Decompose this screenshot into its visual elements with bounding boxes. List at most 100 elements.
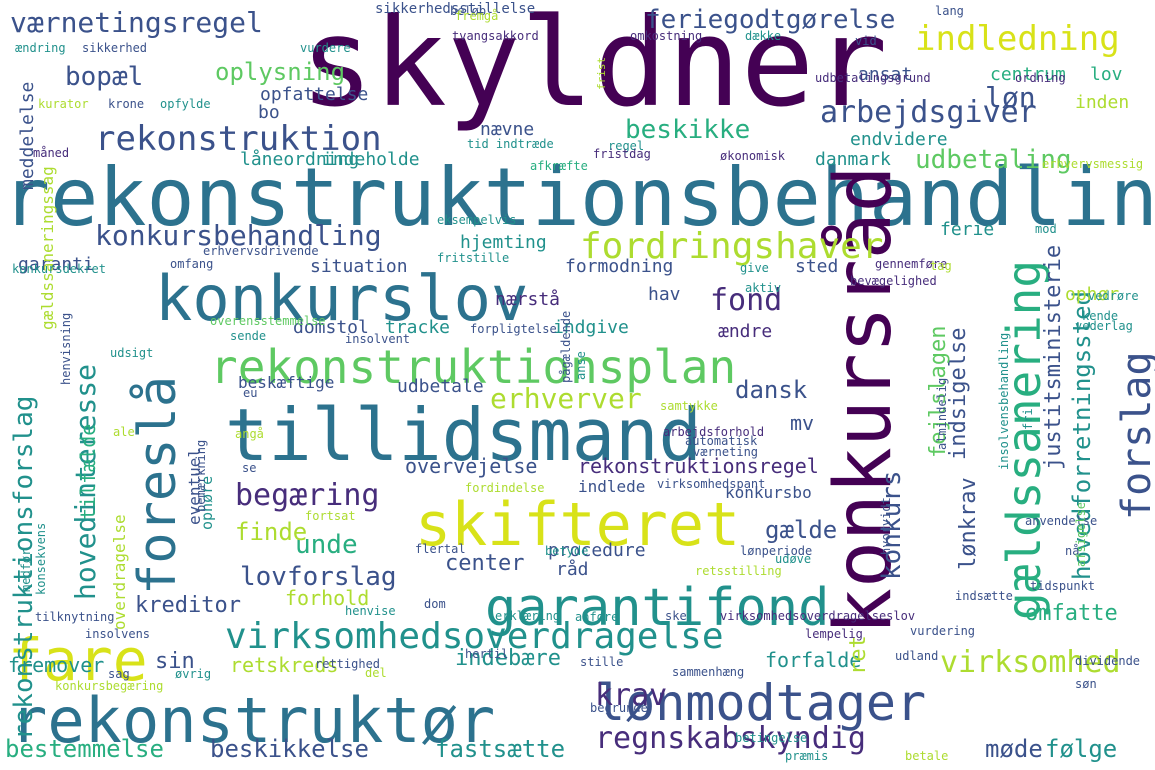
word-garanti: garanti <box>18 254 94 275</box>
word-rekonstruktoer: rekonstruktør <box>10 684 495 757</box>
word-ophoere: ophøre <box>198 476 216 530</box>
word-tidspunkt: tidspunkt <box>1030 579 1095 593</box>
word-naevne: nævne <box>480 119 534 140</box>
word-retskreds: retskreds <box>230 653 338 677</box>
word-hjemting: hjemting <box>460 232 547 253</box>
word-fond: fond <box>710 283 782 318</box>
word-overvejelse: overvejelse <box>405 454 537 478</box>
word-afkraefte: afkræfte <box>530 159 588 173</box>
word-oplysning: oplysning <box>215 58 345 86</box>
word-fastsaette: fastsætte <box>435 735 565 763</box>
word-oevrig: øvrig <box>175 667 211 681</box>
word-vid: vid <box>855 34 877 48</box>
word-overensstemmelse: overensstemmelse <box>210 314 326 328</box>
word-rekonstruktionsbehandling: rekonstruktionsbehandling <box>2 151 1155 244</box>
word-aendre: ændre <box>718 321 772 342</box>
word-unde: unde <box>295 530 358 560</box>
word-lempelig: lempelig <box>805 627 863 641</box>
word-opfylde: opfylde <box>160 97 211 111</box>
word-justitsministerie: justitsministerie <box>1041 245 1066 470</box>
word-fortsat: fortsat <box>305 509 356 523</box>
word-mod: mod <box>1035 222 1057 236</box>
word-bopael: bopæl <box>65 62 143 92</box>
word-sende: sende <box>230 329 266 343</box>
word-tid-indtraede: tid indtræde <box>467 137 554 151</box>
word-henvisning: henvisning <box>59 313 73 385</box>
word-rekonstruktionsregel: rekonstruktionsregel <box>578 454 819 478</box>
word-centrum: centrum <box>990 64 1066 85</box>
word-feriegodtgoerelse: feriegodtgørelse <box>645 5 895 35</box>
word-foelge: følge <box>1045 735 1117 763</box>
word-almindelig: almindelig <box>935 378 949 450</box>
word-arbejdsforhold: arbejdsforhold <box>663 425 764 439</box>
word-soen: søn <box>1075 677 1097 691</box>
word-indgive: indgive <box>553 317 629 338</box>
word-gaelde: gælde <box>765 516 837 544</box>
word-vurdering: vurdering <box>910 624 975 638</box>
word-omkostning: omkostning <box>630 29 702 43</box>
word-rekonstruktionsplan: rekonstruktionsplan <box>210 340 736 394</box>
word-paagaeldende: pågældende <box>559 311 573 383</box>
word-ret: ret <box>846 635 871 675</box>
word-indsaette: indsætte <box>955 589 1013 603</box>
word-foreslaa: foreslå <box>128 376 188 595</box>
word-dividende: dividende <box>1075 654 1140 668</box>
word-konkursbo: konkursbo <box>725 483 812 502</box>
word-virksomhed: virksomhed <box>940 645 1121 680</box>
word-rekonstruktionsforslag: rekonstruktionsforslag <box>9 396 39 740</box>
word-fordindelse: fordindelse <box>465 481 544 495</box>
word-lang: lang <box>935 4 964 18</box>
word-daekke: dække <box>745 29 781 43</box>
word-fremover: fremover <box>8 653 104 677</box>
word-loenperiode: lønperiode <box>740 544 812 558</box>
word-danmark: danmark <box>815 149 891 170</box>
word-skifteret: skifteret <box>415 490 740 560</box>
word-fritstille: fritstille <box>437 251 509 265</box>
word-konkursraad: konkursråd <box>819 165 909 635</box>
word-loen: løn <box>985 81 1036 114</box>
word-betyde: betyde <box>545 544 588 558</box>
word-erhvervsdrivende: erhvervsdrivende <box>203 244 319 258</box>
word-begaering: begæring <box>235 478 380 513</box>
word-eksempelvis: eksempelvis <box>437 213 516 227</box>
word-tilfaelde: tilfælde <box>76 424 100 520</box>
word-raad: råd <box>556 559 589 580</box>
word-hav: hav <box>648 284 681 305</box>
word-meddelelse: meddelelse <box>17 82 38 190</box>
word-regnskabskyndig: regnskabskyndig <box>595 721 866 756</box>
word-forhold: forhold <box>285 586 369 610</box>
word-udbetale: udbetale <box>397 376 484 397</box>
word-beskikke: beskikke <box>625 115 750 145</box>
word-ophoer: ophør <box>1065 284 1119 305</box>
word-eu: eu <box>243 386 257 400</box>
word-ferie: ferie <box>940 219 994 240</box>
word-kurator: kurator <box>38 97 89 111</box>
word-fri: fri <box>1021 408 1035 430</box>
word-indledning: indledning <box>915 19 1120 59</box>
word-henvise: henvise <box>345 604 396 618</box>
word-erklaering: erklæring <box>495 609 560 623</box>
word-dom: dom <box>424 597 446 611</box>
word-fordringshaver: fordringshaver <box>580 226 883 267</box>
word-stille: stille <box>580 655 623 669</box>
word-krone: krone <box>108 97 144 111</box>
word-krav: krav <box>595 678 667 713</box>
word-erhvervsmessig: erhvervsmessig <box>1042 157 1143 171</box>
word-begrunde: begrunde <box>590 701 648 715</box>
word-naa: nå <box>1065 544 1079 558</box>
word-samtykke: samtykke <box>660 399 718 413</box>
word-ansat: ansat <box>858 64 912 85</box>
word-sammenhaeng: sammenhæng <box>672 665 744 679</box>
word-situation: situation <box>310 256 408 277</box>
word-kreditor: kreditor <box>135 593 241 618</box>
word-tracke: tracke <box>385 317 450 338</box>
word-tilknytning: tilknytning <box>35 610 114 624</box>
word-garantifond: garantifond <box>485 578 829 638</box>
word-bo: bo <box>258 102 280 123</box>
word-betingelse: betingelse <box>735 731 807 745</box>
word-angaa: angå <box>235 427 264 441</box>
word-virksomhedspant: virksomhedspant <box>657 477 765 491</box>
word-vaerneting: værneting <box>693 445 758 459</box>
word-forfalde: forfalde <box>765 648 861 672</box>
